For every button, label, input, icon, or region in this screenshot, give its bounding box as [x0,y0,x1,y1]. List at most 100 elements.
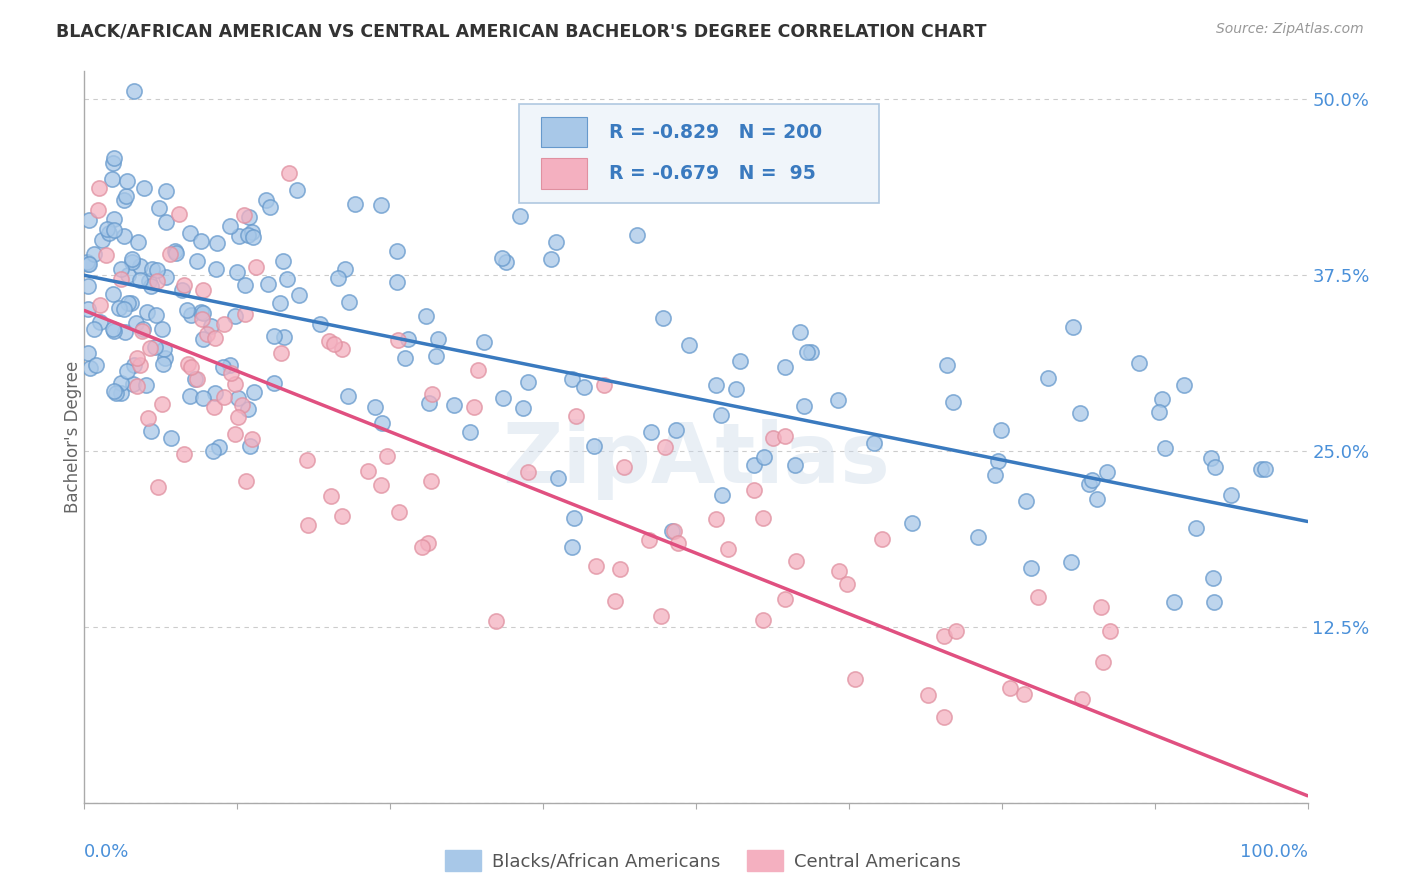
Point [224,377,246,392]
Point [458,425,481,440]
Point [228,410,250,425]
Point [427,332,450,346]
Point [276,272,298,286]
Point [1220,488,1243,502]
Point [800,345,823,359]
Point [344,197,367,211]
Point [179,226,201,240]
Point [1184,521,1206,535]
Point [773,592,796,607]
Point [1026,590,1049,604]
Point [742,483,765,498]
Point [609,562,631,576]
Point [114,325,136,339]
Point [155,215,177,229]
Point [583,439,606,453]
Point [179,389,201,403]
Point [138,274,160,288]
Point [121,255,143,269]
Point [651,310,673,325]
Point [101,286,124,301]
Point [180,308,202,322]
Point [139,341,162,355]
Point [226,265,249,279]
FancyBboxPatch shape [519,104,880,203]
Point [333,261,356,276]
Point [87,181,110,195]
Point [233,278,256,293]
Point [148,201,170,215]
Point [1078,476,1101,491]
Point [165,245,187,260]
Point [131,324,153,338]
Point [193,283,215,297]
Point [145,339,167,353]
Point [190,305,212,319]
Point [190,234,212,248]
Point [202,444,225,458]
Point [117,268,139,282]
Point [146,274,169,288]
Point [115,363,138,377]
Text: 100.0%: 100.0% [1240,843,1308,861]
Point [96,222,118,236]
Point [212,360,235,375]
Point [110,386,132,401]
Point [650,608,672,623]
Point [128,259,150,273]
Point [110,376,132,391]
Point [273,330,295,344]
Point [664,524,686,538]
Point [89,298,111,312]
Point [562,511,585,525]
Point [1092,655,1115,669]
Point [150,322,173,336]
Point [127,235,149,249]
Point [124,84,146,98]
Point [371,417,394,431]
Point [141,262,163,277]
Point [724,382,747,396]
Point [112,194,135,208]
Point [212,390,235,404]
Point [337,389,360,403]
Point [297,518,319,533]
Point [495,255,517,269]
Point [239,439,262,453]
Point [101,156,124,170]
Point [385,244,408,258]
Point [150,397,173,411]
Point [418,396,440,410]
Point [411,540,433,554]
Point [103,223,125,237]
Point [263,376,285,390]
Point [197,327,219,342]
Point [235,307,257,321]
Point [516,465,538,479]
Point [638,533,661,547]
Point [204,385,226,400]
Point [191,306,214,320]
Point [269,296,291,310]
Point [271,253,294,268]
Point [844,672,866,686]
Point [640,425,662,440]
Point [170,283,193,297]
Point [233,208,256,222]
Point [107,301,129,315]
Point [1150,392,1173,407]
Point [626,228,648,243]
Point [603,594,626,608]
Point [79,213,101,227]
Point [167,207,190,221]
Point [309,317,332,331]
Point [463,400,485,414]
Point [773,429,796,443]
Point [443,398,465,412]
Point [219,366,242,380]
Point [148,480,170,494]
Point [90,233,112,247]
FancyBboxPatch shape [541,117,588,147]
Point [516,375,538,389]
Point [224,427,246,442]
